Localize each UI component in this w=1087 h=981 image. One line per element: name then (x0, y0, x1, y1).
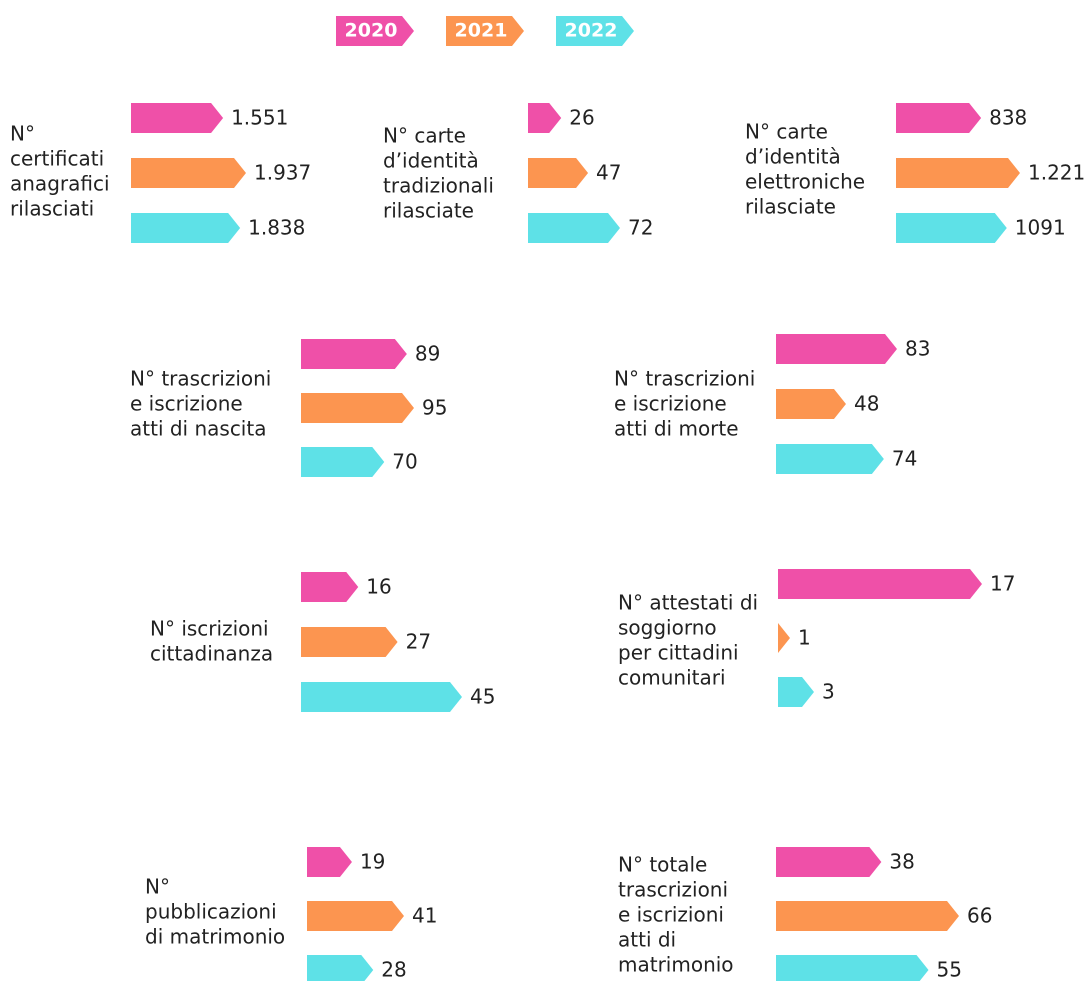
value-label: 45 (470, 685, 495, 709)
bar (131, 103, 224, 133)
bar (776, 389, 846, 419)
bar (301, 447, 385, 477)
chart-title: d’identità (745, 145, 841, 169)
legend-label: 2021 (455, 20, 508, 42)
bar (896, 103, 982, 133)
chart-title: N° carte (745, 120, 828, 144)
bar (307, 901, 404, 931)
bar (301, 339, 407, 369)
value-label: 1.937 (254, 161, 311, 185)
value-label: 27 (406, 630, 431, 654)
value-label: 38 (889, 850, 914, 874)
bar (896, 213, 1007, 243)
value-label: 28 (381, 958, 406, 981)
legend-label: 2022 (565, 20, 618, 42)
value-label: 89 (415, 342, 440, 366)
legend-label: 2020 (345, 20, 398, 42)
value-label: 1.221 (1028, 161, 1085, 185)
bar (307, 955, 374, 981)
bar (776, 334, 897, 364)
value-label: 1.551 (231, 106, 288, 130)
chart-title: comunitari (618, 666, 726, 690)
bar (776, 444, 884, 474)
bar (301, 627, 398, 657)
bar (301, 682, 462, 712)
chart-title: d’identità (383, 149, 479, 173)
value-label: 74 (892, 447, 917, 471)
chart-title: N° attestati di (618, 591, 758, 615)
bar (307, 847, 352, 877)
bar (778, 623, 790, 653)
bar (301, 572, 359, 602)
bar (528, 103, 562, 133)
value-label: 55 (937, 958, 962, 981)
chart-title: certificati (10, 147, 104, 171)
value-label: 838 (989, 106, 1027, 130)
bar (301, 393, 414, 423)
chart-title: rilasciate (383, 199, 474, 223)
chart-title: atti di (618, 928, 676, 952)
value-label: 1091 (1015, 216, 1066, 240)
chart-title: atti di morte (614, 417, 739, 441)
chart-title: atti di nascita (130, 417, 266, 441)
bar (528, 158, 589, 188)
chart-title: N° totale (618, 853, 707, 877)
value-label: 26 (569, 106, 594, 130)
chart-title: N° (10, 122, 35, 146)
bar (528, 213, 620, 243)
bar (131, 213, 241, 243)
chart-title: rilasciate (745, 195, 836, 219)
value-label: 48 (854, 392, 879, 416)
chart-title: N° trascrizioni (614, 367, 755, 391)
chart-title: anagrafici (10, 172, 110, 196)
chart-title: N° trascrizioni (130, 367, 271, 391)
chart-title: e iscrizione (614, 392, 727, 416)
chart-title: elettroniche (745, 170, 865, 194)
chart-title: di matrimonio (145, 925, 285, 949)
chart-title: N° carte (383, 124, 466, 148)
bar (776, 955, 929, 981)
legend-swatch (556, 16, 634, 46)
value-label: 47 (596, 161, 621, 185)
bar (776, 847, 882, 877)
value-label: 95 (422, 396, 447, 420)
bar (778, 677, 814, 707)
chart-title: trascrizioni (618, 878, 728, 902)
chart-title: soggiorno (618, 616, 717, 640)
chart-title: cittadinanza (150, 642, 273, 666)
value-label: 70 (392, 450, 417, 474)
value-label: 19 (360, 850, 385, 874)
value-label: 3 (822, 680, 835, 704)
bar (776, 901, 959, 931)
value-label: 83 (905, 337, 930, 361)
value-label: 72 (628, 216, 653, 240)
value-label: 41 (412, 904, 437, 928)
value-label: 17 (990, 572, 1015, 596)
chart-title: N° iscrizioni (150, 617, 269, 641)
bar (778, 569, 982, 599)
bar (131, 158, 246, 188)
chart-title: per cittadini (618, 641, 739, 665)
chart-title: e iscrizione (130, 392, 243, 416)
value-label: 1.838 (248, 216, 305, 240)
legend-swatch (336, 16, 414, 46)
value-label: 1 (798, 626, 811, 650)
chart-title: rilasciati (10, 197, 94, 221)
chart-title: pubblicazioni (145, 900, 277, 924)
legend-swatch (446, 16, 524, 46)
chart-title: e iscrizioni (618, 903, 724, 927)
chart-title: matrimonio (618, 953, 734, 977)
value-label: 16 (366, 575, 391, 599)
value-label: 66 (967, 904, 992, 928)
chart-title: tradizionali (383, 174, 494, 198)
bar (896, 158, 1020, 188)
chart-title: N° (145, 875, 170, 899)
